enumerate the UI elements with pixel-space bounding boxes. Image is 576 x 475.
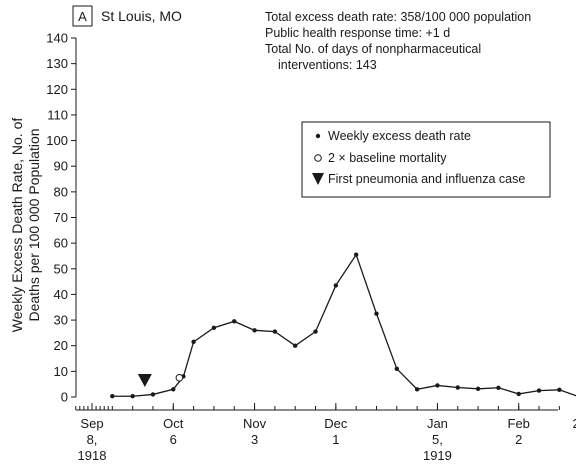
info-line-4: interventions: 143 bbox=[278, 58, 377, 72]
y-ticks: 0 10 20 30 40 50 60 70 80 90 100 110 120 130 140 bbox=[46, 31, 76, 405]
panel-label-box bbox=[72, 5, 93, 27]
y-tick-label-20: 20 bbox=[54, 338, 68, 353]
data-point bbox=[557, 387, 562, 393]
x-tick-label: 3 bbox=[251, 432, 258, 447]
data-point bbox=[252, 328, 257, 333]
data-point bbox=[171, 387, 176, 392]
data-point bbox=[496, 385, 501, 390]
y-tick-label-120: 120 bbox=[46, 82, 68, 97]
y-tick-label-110: 110 bbox=[47, 107, 68, 122]
y-tick-label-80: 80 bbox=[54, 184, 68, 199]
legend-label-first-case: First pneumonia and influenza case bbox=[328, 172, 525, 186]
x-tick-label: Dec bbox=[324, 416, 348, 431]
data-point bbox=[414, 387, 420, 392]
legend-box bbox=[301, 121, 551, 198]
info-line-3: Total No. of days of nonpharmaceutical bbox=[265, 42, 481, 56]
baseline-mortality-point bbox=[175, 373, 184, 382]
data-point bbox=[435, 383, 440, 388]
data-point bbox=[475, 386, 481, 391]
x-tick-label: 1918 bbox=[78, 448, 107, 463]
y-tick-label-70: 70 bbox=[54, 210, 68, 225]
x-tick-label: 1 bbox=[332, 432, 339, 447]
data-point bbox=[313, 329, 318, 334]
y-tick-label-90: 90 bbox=[54, 159, 68, 174]
data-point bbox=[110, 394, 115, 399]
chart-title: St Louis, MO bbox=[101, 8, 182, 24]
data-point bbox=[394, 366, 399, 371]
data-point bbox=[232, 319, 237, 324]
x-tick-label: Nov bbox=[243, 416, 267, 431]
y-tick-label-100: 100 bbox=[46, 133, 68, 148]
series-layer bbox=[110, 252, 576, 399]
data-point bbox=[211, 325, 217, 330]
y-tick-label-50: 50 bbox=[54, 261, 68, 276]
y-axis-label-line-2: Deaths per 100 000 Population bbox=[26, 128, 42, 321]
data-point bbox=[353, 252, 359, 257]
data-point bbox=[374, 311, 379, 316]
data-point bbox=[536, 388, 542, 393]
data-point bbox=[333, 283, 339, 288]
legend-dot-marker bbox=[315, 133, 321, 139]
data-point bbox=[516, 391, 521, 397]
x-tick-label: Jan bbox=[427, 416, 448, 431]
y-tick-label-130: 130 bbox=[46, 56, 68, 71]
legend-label-weekly: Weekly excess death rate bbox=[328, 129, 471, 143]
x-tick-label: 1919 bbox=[423, 448, 452, 463]
x-tick-label: Sep bbox=[80, 416, 103, 431]
data-point bbox=[150, 392, 156, 397]
y-tick-label-0: 0 bbox=[61, 390, 68, 405]
x-tick-label: 5, bbox=[432, 432, 443, 447]
y-tick-label-10: 10 bbox=[54, 364, 68, 379]
x-tick-label: Oct bbox=[163, 416, 184, 431]
x-tick-label: 2 bbox=[515, 432, 522, 447]
legend-label-baseline: 2 × baseline mortality bbox=[328, 151, 447, 165]
x-tick-label: Feb bbox=[508, 416, 530, 431]
x-tick-label: 8, bbox=[87, 432, 98, 447]
y-tick-label-40: 40 bbox=[54, 287, 68, 302]
data-point bbox=[191, 339, 196, 345]
data-point bbox=[130, 394, 135, 399]
y-axis-label-line-1: Weekly Excess Death Rate, No. of bbox=[9, 118, 25, 333]
first-case-triangle-marker bbox=[137, 374, 152, 387]
x-tick-label: 6 bbox=[170, 432, 177, 447]
y-tick-label-140: 140 bbox=[46, 31, 68, 46]
legend-triangle-marker bbox=[312, 173, 324, 185]
legend-open-circle-marker bbox=[314, 154, 322, 162]
x-tick-label: 23 bbox=[572, 416, 576, 431]
info-line-2: Public health response time: +1 d bbox=[265, 26, 450, 40]
data-point bbox=[293, 343, 298, 348]
data-point bbox=[272, 329, 278, 334]
info-line-1: Total excess death rate: 358/100 000 pop… bbox=[265, 10, 531, 24]
y-tick-label-30: 30 bbox=[54, 313, 68, 328]
y-tick-label-60: 60 bbox=[54, 236, 68, 251]
panel-label: A bbox=[78, 9, 87, 24]
data-point bbox=[455, 385, 460, 390]
